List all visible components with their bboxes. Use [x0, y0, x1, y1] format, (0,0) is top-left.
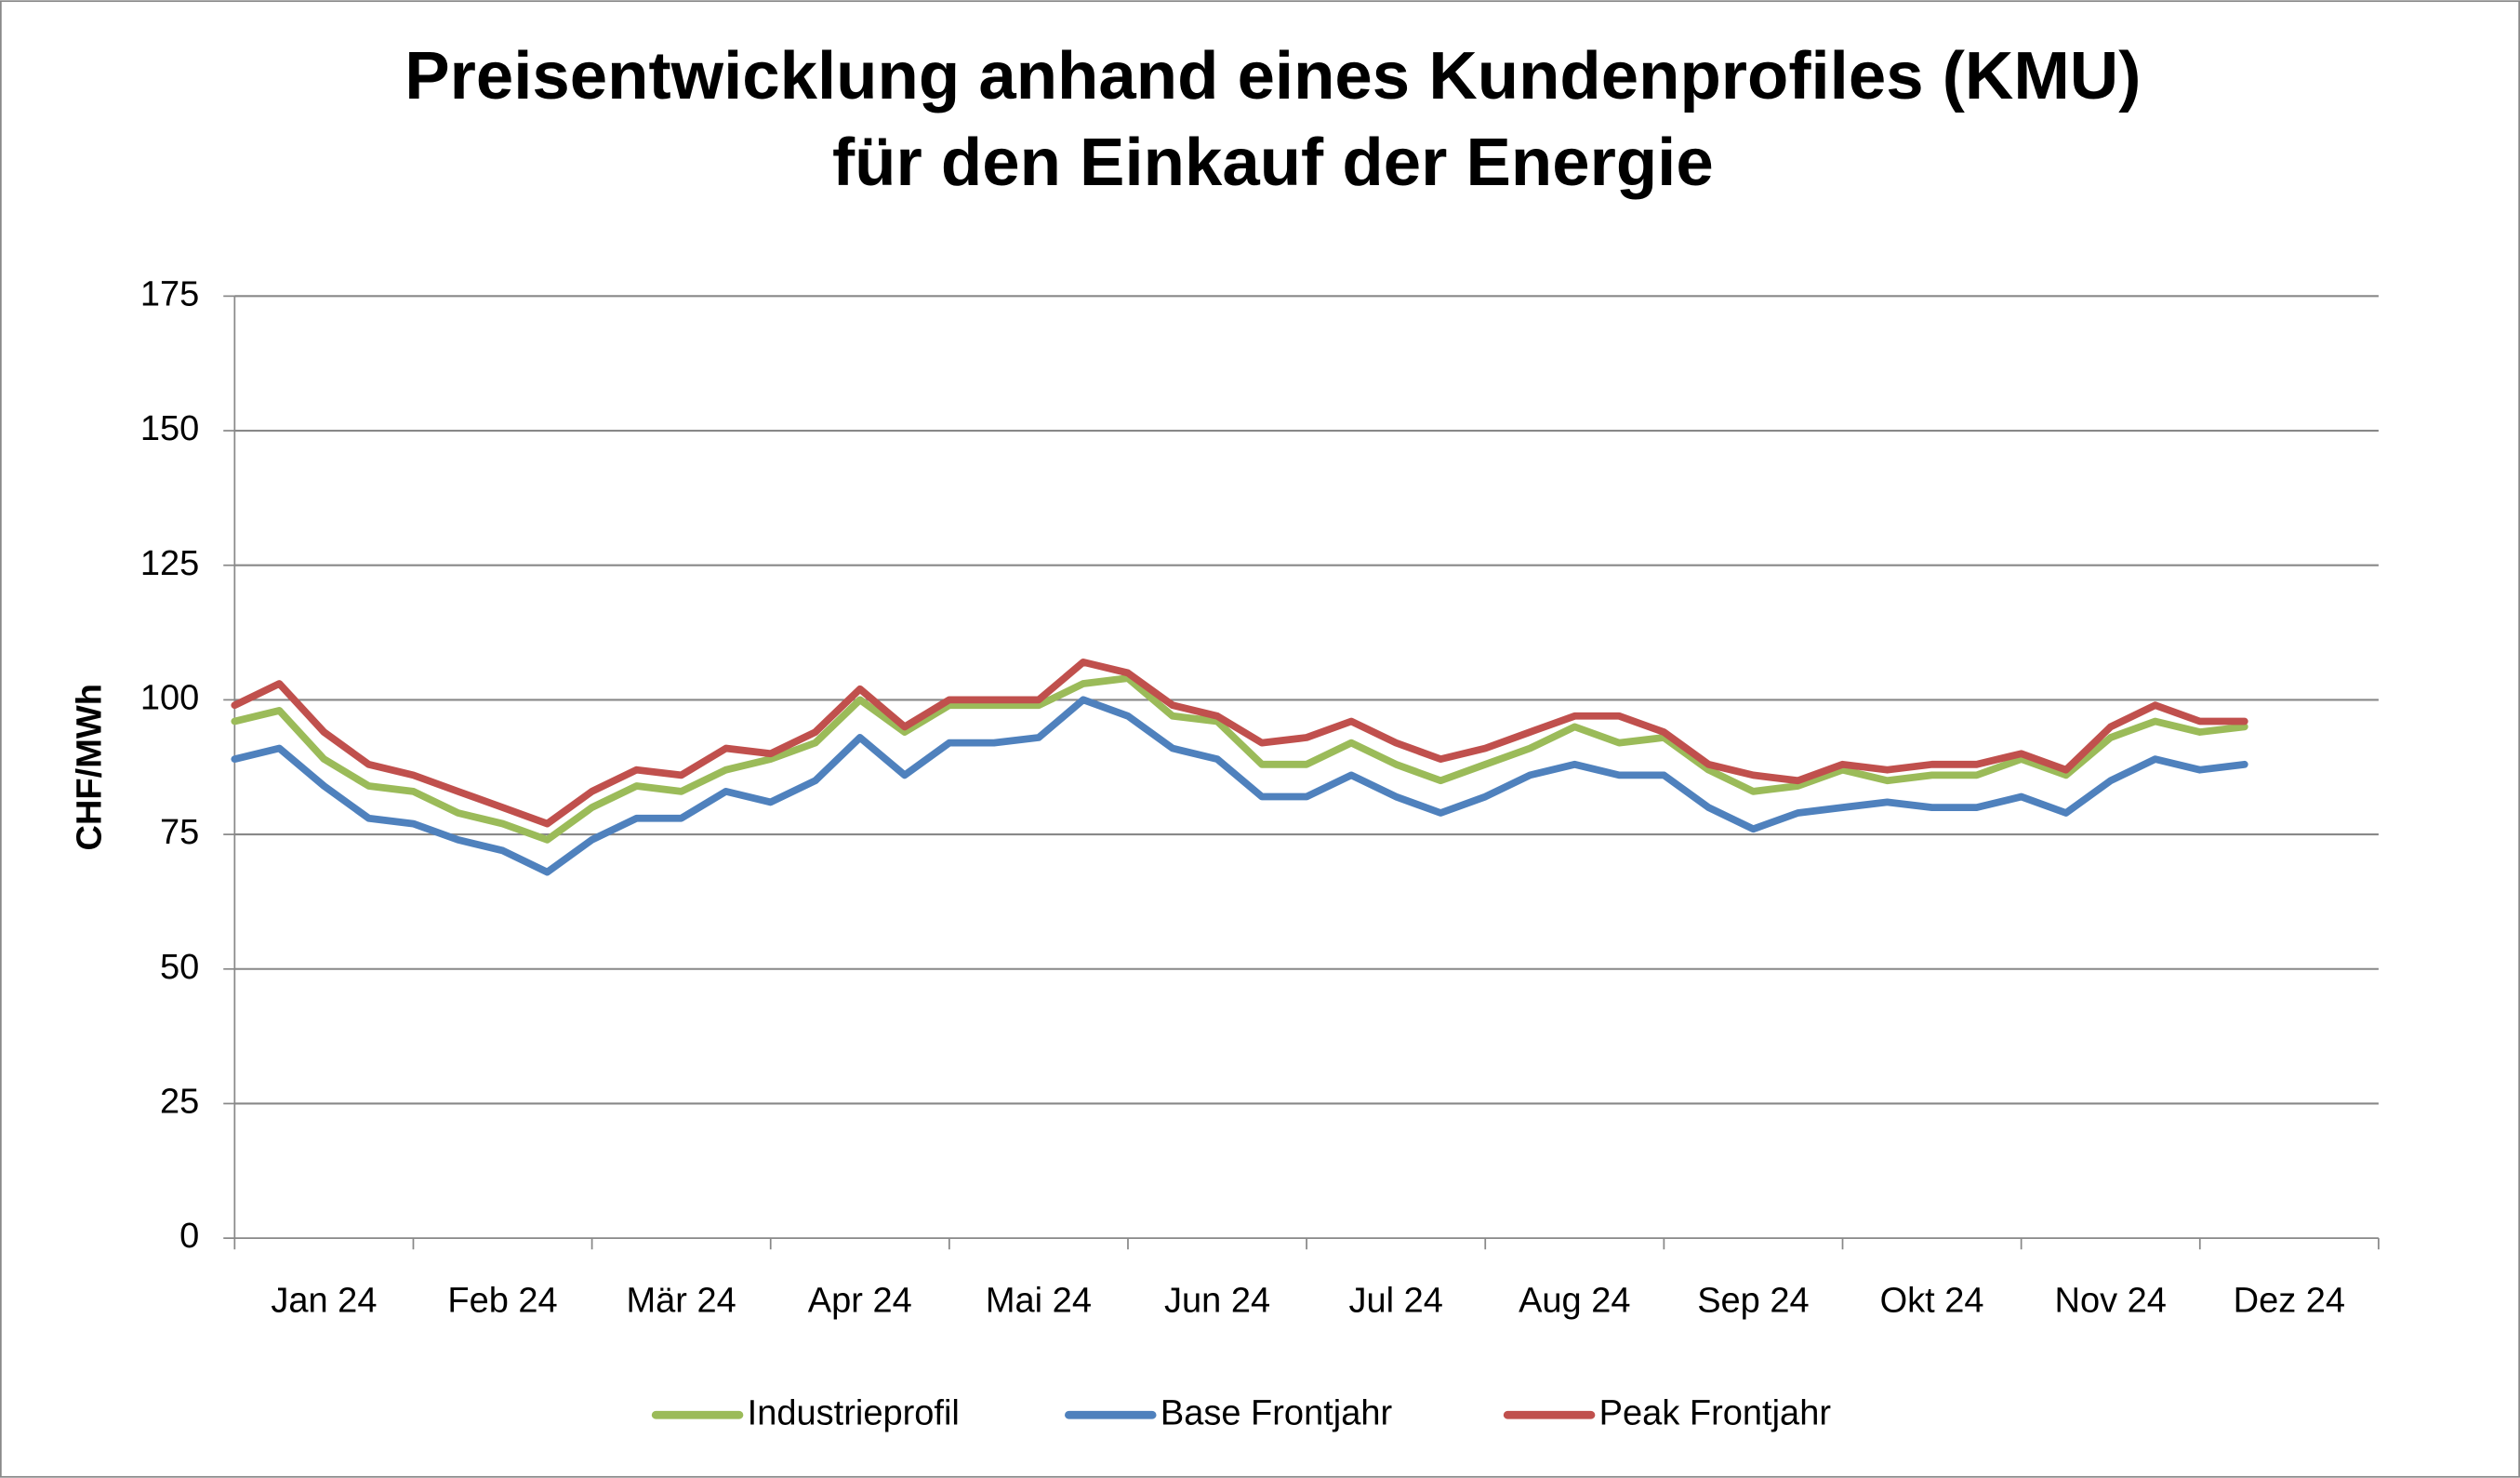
x-tick-label: Okt 24	[1880, 1281, 1984, 1320]
legend-label: Industrieprofil	[748, 1393, 960, 1432]
chart-title: für den Einkauf der Energie	[832, 125, 1714, 200]
x-tick-label: Mär 24	[626, 1281, 736, 1320]
x-tick-label: Aug 24	[1519, 1281, 1631, 1320]
x-tick-label: Jan 24	[271, 1281, 377, 1320]
x-tick-label: Apr 24	[808, 1281, 912, 1320]
series-line	[231, 674, 2248, 844]
y-tick-label: 0	[179, 1217, 199, 1256]
x-tick-label: Sep 24	[1697, 1281, 1810, 1320]
series-line	[231, 658, 2248, 828]
series-line	[231, 696, 2248, 876]
y-tick-label: 125	[140, 544, 199, 583]
y-tick-label: 150	[140, 409, 199, 448]
y-tick-label: 75	[160, 813, 199, 852]
chart-title: Preisentwicklung anhand eines Kundenprof…	[405, 38, 2141, 113]
x-tick-label: Mai 24	[986, 1281, 1092, 1320]
y-tick-label: 175	[140, 274, 199, 313]
x-tick-label: Feb 24	[447, 1281, 557, 1320]
x-tick-label: Nov 24	[2054, 1281, 2166, 1320]
y-tick-label: 25	[160, 1083, 199, 1122]
x-tick-label: Dez 24	[2234, 1281, 2345, 1320]
legend-label: Base Frontjahr	[1161, 1393, 1393, 1432]
x-tick-label: Jul 24	[1348, 1281, 1442, 1320]
legend-label: Peak Frontjahr	[1599, 1393, 1832, 1432]
x-tick-label: Jun 24	[1164, 1281, 1270, 1320]
y-axis-label: CHF/MWh	[71, 684, 110, 850]
y-tick-label: 50	[160, 948, 199, 987]
y-tick-label: 100	[140, 678, 199, 717]
